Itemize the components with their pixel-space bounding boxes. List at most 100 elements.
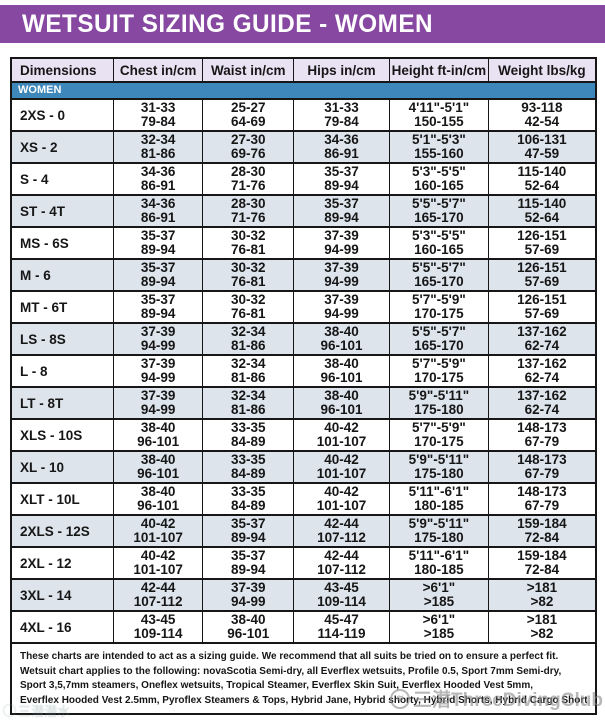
chest-cell: 35-37 89-94 <box>112 226 204 260</box>
waist-cell: 28-30 71-76 <box>202 162 295 196</box>
weight-cell: 126-151 57-69 <box>487 226 597 260</box>
height-cell: 4'11"-5'1" 150-155 <box>388 98 489 132</box>
hips-cell: 34-36 86-91 <box>293 130 390 164</box>
table-row: S - 4 34-36 86-91 28-30 71-76 35-37 89-94 5… <box>10 162 597 196</box>
column-header-height: Height ft-in/cm <box>388 57 489 83</box>
waist-cell: 27-30 69-76 <box>202 130 295 164</box>
size-label: 4XL - 16 <box>10 610 114 644</box>
waist-cell: 37-39 94-99 <box>202 578 295 612</box>
height-cell: 5'7"-5'9" 170-175 <box>388 354 489 388</box>
chest-cell: 34-36 86-91 <box>112 162 204 196</box>
height-cell: 5'7"-5'9" 170-175 <box>388 290 489 324</box>
weight-cell: 148-173 67-79 <box>487 418 597 452</box>
chest-cell: 37-39 94-99 <box>112 354 204 388</box>
height-cell: 5'5"-5'7" 165-170 <box>388 322 489 356</box>
chest-cell: 31-33 79-84 <box>112 98 204 132</box>
size-label: L - 8 <box>10 354 114 388</box>
chest-cell: 38-40 96-101 <box>112 450 204 484</box>
table-row: 4XL - 16 43-45 109-114 38-40 96-101 45-47 1… <box>10 610 597 644</box>
size-label: 2XL - 12 <box>10 546 114 580</box>
waist-cell: 33-35 84-89 <box>202 418 295 452</box>
size-label: MS - 6S <box>10 226 114 260</box>
height-cell: >6'1" >185 <box>388 578 489 612</box>
table-row: XLT - 10L 38-40 96-101 33-35 84-89 40-42 10… <box>10 482 597 516</box>
size-label: XLT - 10L <box>10 482 114 516</box>
table-row: XL - 10 38-40 96-101 33-35 84-89 40-42 101-… <box>10 450 597 484</box>
footnote-line: Wetsuit chart applies to the following: … <box>20 665 562 677</box>
height-cell: 5'5"-5'7" 165-170 <box>388 194 489 228</box>
weight-cell: 137-162 62-74 <box>487 322 597 356</box>
waist-cell: 28-30 71-76 <box>202 194 295 228</box>
weight-cell: 115-140 52-64 <box>487 162 597 196</box>
hips-cell: 37-39 94-99 <box>293 226 390 260</box>
table-row: LT - 8T 37-39 94-99 32-34 81-86 38-40 96-10… <box>10 386 597 420</box>
size-label: ST - 4T <box>10 194 114 228</box>
weight-cell: 115-140 52-64 <box>487 194 597 228</box>
height-cell: 5'3"-5'5" 160-165 <box>388 226 489 260</box>
weight-cell: 106-131 47-59 <box>487 130 597 164</box>
hips-cell: 37-39 94-99 <box>293 290 390 324</box>
height-cell: 5'11"-6'1" 180-185 <box>388 546 489 580</box>
weight-cell: 126-151 57-69 <box>487 290 597 324</box>
waist-cell: 30-32 76-81 <box>202 226 295 260</box>
sizing-table: Dimensions Chest in/cm Waist in/cm Hips … <box>10 57 597 715</box>
hips-cell: 42-44 107-112 <box>293 546 390 580</box>
chest-cell: 42-44 107-112 <box>112 578 204 612</box>
waist-cell: 38-40 96-101 <box>202 610 295 644</box>
size-label: 3XL - 14 <box>10 578 114 612</box>
chest-cell: 38-40 96-101 <box>112 482 204 516</box>
hips-cell: 45-47 114-119 <box>293 610 390 644</box>
weight-cell: 148-173 67-79 <box>487 482 597 516</box>
footnote-row: These charts are intended to act as a si… <box>10 642 597 715</box>
height-cell: 5'3"-5'5" 160-165 <box>388 162 489 196</box>
height-cell: 5'5"-5'7" 165-170 <box>388 258 489 292</box>
waist-cell: 25-27 64-69 <box>202 98 295 132</box>
weight-cell: 148-173 67-79 <box>487 450 597 484</box>
waist-cell: 32-34 81-86 <box>202 322 295 356</box>
weight-cell: 159-184 72-84 <box>487 546 597 580</box>
weight-cell: 137-162 62-74 <box>487 386 597 420</box>
table-row: 2XL - 12 40-42 101-107 35-37 89-94 42-44 10… <box>10 546 597 580</box>
table-row: L - 8 37-39 94-99 32-34 81-86 38-40 96-101 … <box>10 354 597 388</box>
hips-cell: 43-45 109-114 <box>293 578 390 612</box>
size-label: LS - 8S <box>10 322 114 356</box>
table-row: MS - 6S 35-37 89-94 30-32 76-81 37-39 94-99… <box>10 226 597 260</box>
hips-cell: 35-37 89-94 <box>293 162 390 196</box>
size-label: LT - 8T <box>10 386 114 420</box>
table-row: 3XL - 14 42-44 107-112 37-39 94-99 43-45 10… <box>10 578 597 612</box>
height-cell: >6'1" >185 <box>388 610 489 644</box>
weight-cell: 137-162 62-74 <box>487 354 597 388</box>
chest-cell: 43-45 109-114 <box>112 610 204 644</box>
footnote-line: Everflex Hooded Vest 2.5mm, Pyroflex Ste… <box>20 694 587 706</box>
size-label: 2XLS - 12S <box>10 514 114 548</box>
section-row-women: WOMEN <box>10 81 597 100</box>
weight-cell: 93-118 42-54 <box>487 98 597 132</box>
weight-cell: 126-151 57-69 <box>487 258 597 292</box>
chest-cell: 40-42 101-107 <box>112 514 204 548</box>
height-cell: 5'11"-6'1" 180-185 <box>388 482 489 516</box>
column-header-weight: Weight lbs/kg <box>487 57 597 83</box>
chest-cell: 34-36 86-91 <box>112 194 204 228</box>
height-cell: 5'9"-5'11" 175-180 <box>388 514 489 548</box>
waist-cell: 30-32 76-81 <box>202 258 295 292</box>
column-header-hips: Hips in/cm <box>293 57 390 83</box>
height-cell: 5'9"-5'11" 175-180 <box>388 386 489 420</box>
chest-cell: 35-37 89-94 <box>112 258 204 292</box>
chest-cell: 40-42 101-107 <box>112 546 204 580</box>
header-row: Dimensions Chest in/cm Waist in/cm Hips … <box>10 57 597 83</box>
waist-cell: 35-37 89-94 <box>202 514 295 548</box>
height-cell: 5'9"-5'11" 175-180 <box>388 450 489 484</box>
table-header: Dimensions Chest in/cm Waist in/cm Hips … <box>10 57 597 83</box>
chest-cell: 37-39 94-99 <box>112 322 204 356</box>
column-header-dimensions: Dimensions <box>10 57 114 83</box>
page-title-banner: WETSUIT SIZING GUIDE - WOMEN <box>0 5 605 43</box>
hips-cell: 31-33 79-84 <box>293 98 390 132</box>
chest-cell: 38-40 96-101 <box>112 418 204 452</box>
waist-cell: 30-32 76-81 <box>202 290 295 324</box>
table-row: M - 6 35-37 89-94 30-32 76-81 37-39 94-99 5… <box>10 258 597 292</box>
chest-cell: 35-37 89-94 <box>112 290 204 324</box>
hips-cell: 40-42 101-107 <box>293 418 390 452</box>
footnote-cell: These charts are intended to act as a si… <box>10 642 597 715</box>
hips-cell: 40-42 101-107 <box>293 450 390 484</box>
waist-cell: 32-34 81-86 <box>202 354 295 388</box>
